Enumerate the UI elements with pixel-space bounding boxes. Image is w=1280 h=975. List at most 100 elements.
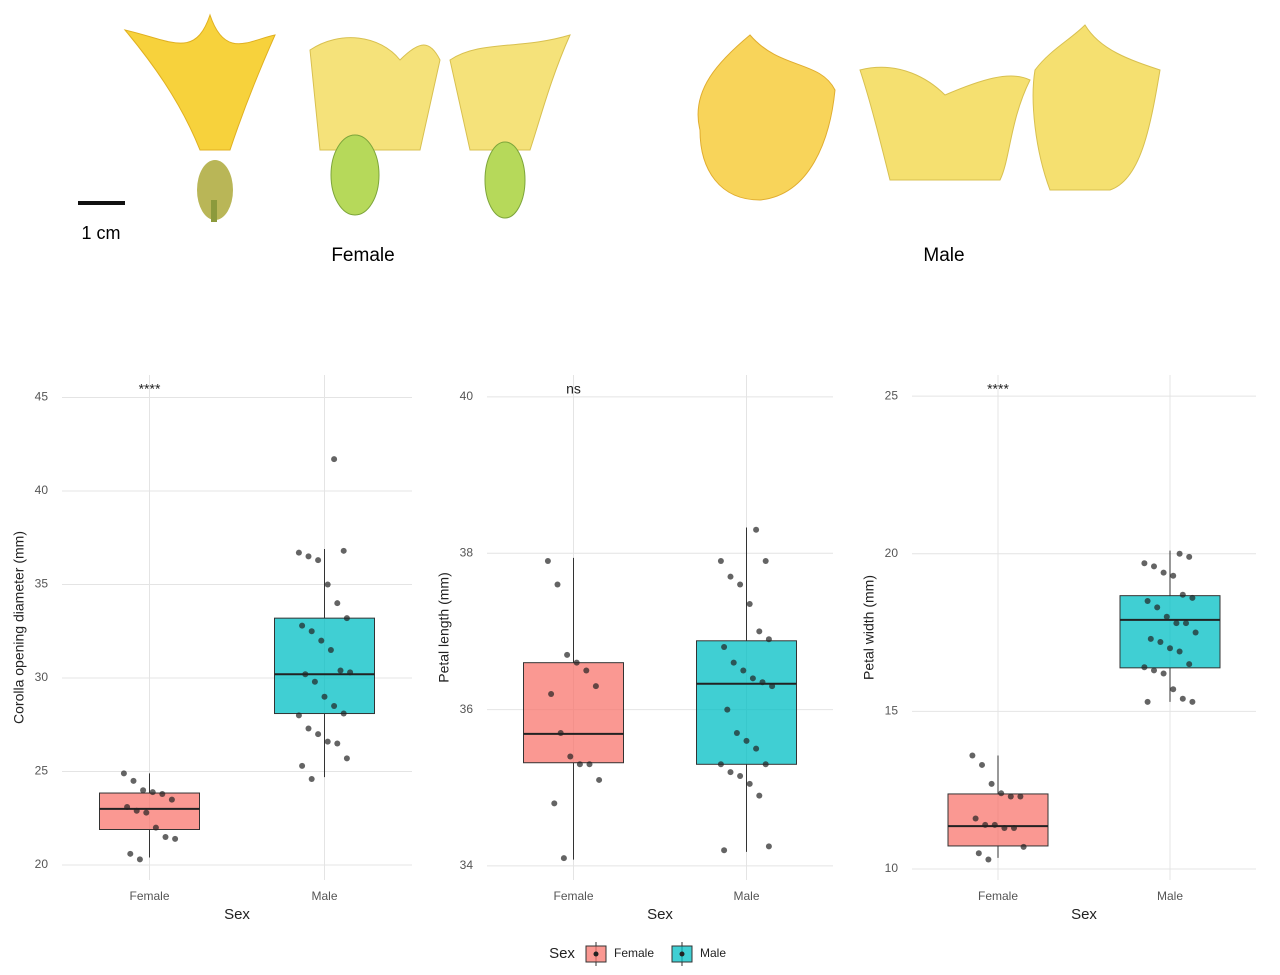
point <box>749 675 756 682</box>
point <box>1147 635 1154 642</box>
point <box>315 557 322 564</box>
point <box>730 659 737 666</box>
legend-dot <box>679 951 685 957</box>
point <box>321 693 328 700</box>
y-axis-label: Corolla opening diameter (mm) <box>11 531 27 724</box>
point <box>152 824 159 831</box>
box <box>696 640 797 765</box>
point <box>162 833 169 840</box>
point <box>327 646 334 653</box>
panel-label: Female <box>331 245 394 266</box>
point <box>124 804 131 811</box>
point <box>295 712 302 719</box>
point <box>969 752 976 759</box>
flower-photos: 1 cm Female Male <box>78 13 1161 266</box>
y-tick-label: 30 <box>35 670 49 684</box>
point <box>762 558 769 565</box>
point <box>560 855 567 862</box>
point <box>583 667 590 674</box>
point <box>743 737 750 744</box>
point <box>1186 553 1193 560</box>
annotation: **** <box>139 381 161 397</box>
point <box>740 667 747 674</box>
y-tick-label: 25 <box>885 388 899 402</box>
point <box>120 770 127 777</box>
point <box>1183 620 1189 627</box>
point <box>305 553 312 560</box>
point <box>308 776 315 782</box>
y-tick-label: 34 <box>460 858 474 872</box>
y-axis-label: Petal length (mm) <box>436 572 452 682</box>
point <box>753 745 760 752</box>
point <box>172 835 179 842</box>
x-axis-label: Sex <box>647 906 673 923</box>
point <box>586 761 593 768</box>
point <box>334 600 341 607</box>
point <box>727 769 734 776</box>
point <box>1163 613 1170 620</box>
point <box>130 777 137 784</box>
annotation: ns <box>566 381 581 397</box>
point <box>733 730 740 737</box>
point <box>724 706 731 713</box>
point <box>717 558 724 565</box>
y-tick-label: 20 <box>35 857 49 871</box>
x-tick-label: Male <box>733 889 759 903</box>
point <box>305 725 312 732</box>
point <box>1144 698 1151 705</box>
y-tick-label: 35 <box>35 577 49 591</box>
point <box>1176 550 1183 557</box>
point <box>1001 824 1008 831</box>
point <box>143 809 150 816</box>
point <box>295 549 302 556</box>
box <box>1119 595 1221 669</box>
y-tick-label: 20 <box>885 546 899 560</box>
point <box>315 731 322 738</box>
y-tick-label: 36 <box>460 702 474 716</box>
point <box>557 730 564 737</box>
point <box>1176 648 1183 655</box>
point <box>140 787 147 794</box>
x-tick-label: Female <box>553 889 593 903</box>
point <box>998 790 1005 797</box>
panel-label: Male <box>923 245 964 266</box>
point <box>592 683 599 690</box>
point <box>311 678 318 685</box>
point <box>1160 670 1167 677</box>
point <box>727 573 734 580</box>
point <box>567 753 574 760</box>
point <box>1192 629 1199 636</box>
point <box>753 526 760 533</box>
point <box>308 628 315 635</box>
point <box>334 740 341 747</box>
point <box>576 761 583 768</box>
x-axis-label: Sex <box>224 906 250 923</box>
point <box>1154 604 1161 611</box>
point <box>991 821 998 828</box>
point <box>982 821 989 828</box>
point <box>168 796 175 803</box>
point <box>1170 686 1177 693</box>
legend-label: Male <box>700 946 726 960</box>
point <box>159 790 166 797</box>
point <box>756 792 763 799</box>
point <box>717 761 724 768</box>
legend-dot <box>593 951 599 957</box>
point <box>544 558 551 565</box>
point <box>340 710 347 717</box>
point <box>1160 569 1167 576</box>
point <box>343 615 350 622</box>
y-tick-label: 10 <box>885 861 899 875</box>
point <box>331 703 338 710</box>
point <box>1186 661 1193 668</box>
point <box>1151 667 1157 674</box>
point <box>548 690 555 697</box>
y-tick-label: 40 <box>460 389 474 403</box>
point <box>737 773 744 780</box>
point <box>551 800 558 807</box>
y-tick-label: 40 <box>35 483 49 497</box>
point <box>737 581 744 588</box>
x-tick-label: Female <box>978 889 1018 903</box>
point <box>1151 563 1157 570</box>
y-axis-label: Petal width (mm) <box>861 575 877 680</box>
